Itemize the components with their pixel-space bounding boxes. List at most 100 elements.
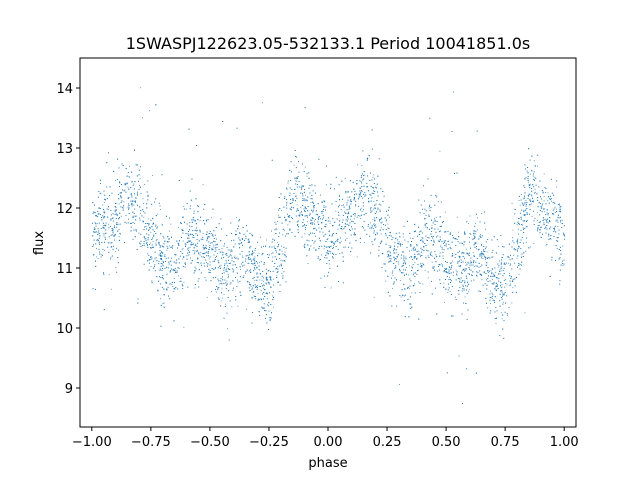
data-point [476, 271, 478, 273]
data-point [460, 259, 462, 261]
data-point [326, 246, 328, 248]
data-point [202, 233, 204, 235]
data-point [438, 231, 440, 233]
data-point [543, 208, 545, 210]
data-point [304, 233, 306, 235]
data-point [348, 225, 350, 227]
data-point [349, 207, 351, 209]
data-point [373, 190, 375, 192]
data-point [173, 278, 175, 279]
data-point [148, 234, 150, 236]
data-point [448, 240, 450, 242]
data-point [468, 291, 470, 293]
data-point [204, 277, 206, 279]
data-point [387, 227, 389, 229]
data-point [419, 230, 421, 232]
data-point [178, 262, 180, 264]
data-point [359, 193, 361, 195]
data-point [229, 283, 231, 285]
data-point [492, 249, 494, 251]
data-point [495, 289, 497, 291]
data-point [519, 263, 521, 265]
data-point [431, 261, 433, 263]
data-point [440, 201, 442, 203]
data-point [221, 273, 223, 275]
data-point [168, 283, 170, 285]
data-point [366, 182, 368, 184]
data-point [456, 216, 458, 218]
data-point [343, 204, 344, 206]
data-point [120, 195, 122, 197]
data-point [364, 242, 366, 244]
data-point [350, 218, 351, 220]
data-point [131, 222, 132, 224]
data-point [361, 182, 362, 184]
data-point [121, 163, 123, 165]
data-point [139, 212, 141, 214]
data-point [318, 227, 320, 229]
data-point [501, 291, 503, 293]
data-point [278, 245, 279, 247]
data-point [193, 212, 195, 214]
data-point [330, 287, 332, 289]
data-point [467, 273, 469, 274]
data-point [250, 269, 252, 271]
data-point [557, 237, 559, 238]
data-point [128, 205, 130, 206]
data-point [181, 253, 183, 254]
data-point [205, 262, 207, 263]
data-point [329, 267, 331, 269]
data-point [154, 225, 156, 227]
data-point [463, 289, 465, 291]
data-point [411, 256, 413, 258]
data-point [220, 278, 222, 280]
data-point [172, 247, 174, 249]
data-point [199, 254, 201, 256]
data-point [378, 158, 380, 160]
data-point [225, 288, 227, 290]
data-point [500, 282, 502, 284]
data-point [255, 298, 257, 300]
data-point [544, 219, 546, 221]
data-point [189, 246, 191, 248]
data-point [503, 267, 505, 269]
data-point [214, 234, 216, 236]
data-point [133, 183, 135, 185]
data-point [474, 225, 476, 227]
data-point [267, 253, 269, 255]
data-point [398, 241, 400, 243]
data-point [467, 281, 468, 283]
data-point [279, 216, 281, 218]
data-point [525, 241, 527, 243]
data-point [517, 239, 519, 241]
data-point [545, 214, 547, 215]
data-point [476, 217, 478, 219]
data-point [290, 180, 292, 181]
data-point [385, 233, 387, 235]
data-point [411, 266, 413, 268]
data-point [148, 218, 150, 220]
data-point [120, 192, 122, 193]
data-point [495, 277, 497, 279]
data-point [563, 259, 565, 261]
data-point [215, 267, 216, 269]
data-point [178, 275, 180, 277]
data-point [359, 194, 361, 196]
data-point [104, 233, 106, 235]
data-point [295, 195, 297, 197]
data-point [545, 203, 547, 205]
data-point [345, 224, 347, 225]
data-point [149, 244, 150, 245]
data-point [323, 205, 325, 207]
data-point [407, 274, 409, 276]
data-point [390, 258, 392, 260]
data-point [236, 279, 238, 281]
data-point [200, 272, 202, 274]
data-point [344, 177, 346, 179]
data-point [468, 241, 470, 243]
data-point [550, 226, 552, 228]
data-point [201, 256, 202, 258]
data-point [110, 256, 112, 258]
data-point [525, 205, 527, 207]
data-point [470, 234, 472, 235]
